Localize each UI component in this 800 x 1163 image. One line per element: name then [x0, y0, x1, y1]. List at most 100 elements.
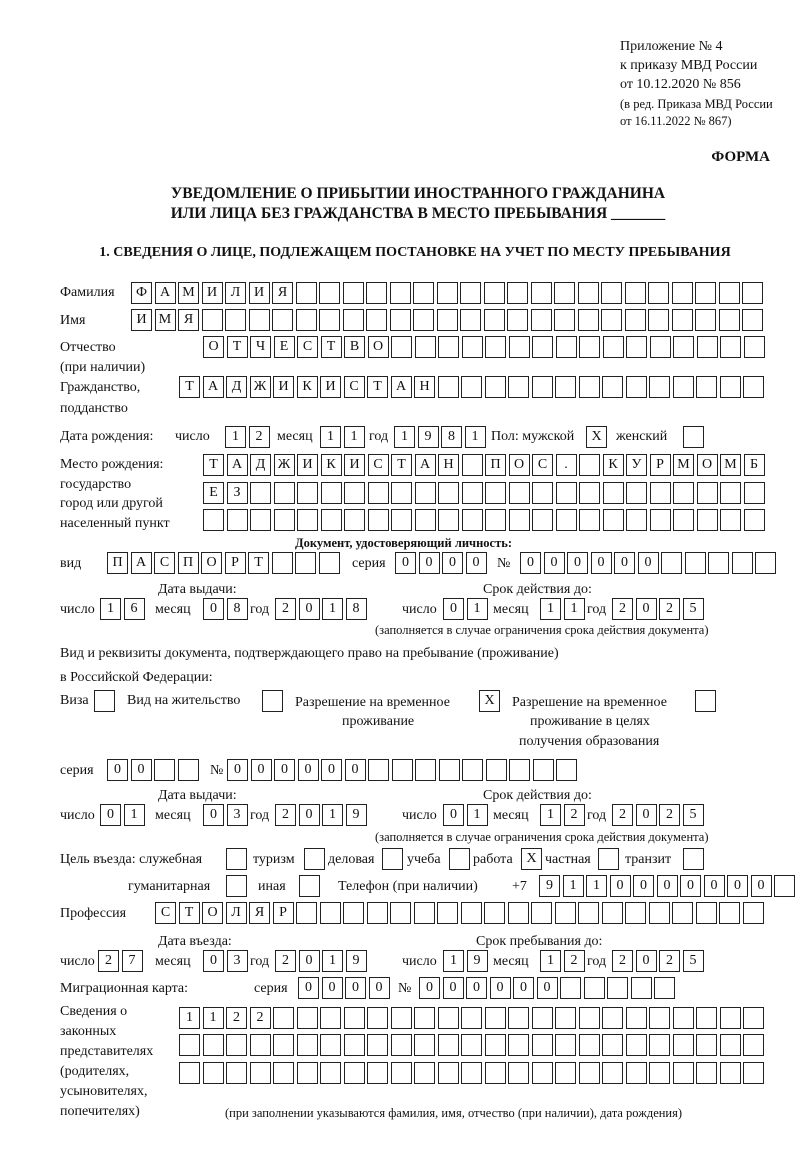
char-cell[interactable]: 1 — [466, 804, 488, 826]
char-cell[interactable] — [414, 1034, 435, 1056]
char-cell[interactable] — [719, 1007, 741, 1029]
char-cell[interactable] — [673, 482, 694, 504]
char-cell[interactable]: Ж — [249, 376, 271, 398]
char-cell[interactable]: Ф — [131, 282, 152, 304]
char-cell[interactable] — [648, 282, 669, 304]
char-cell[interactable]: С — [532, 454, 553, 476]
char-cell[interactable] — [304, 848, 325, 870]
char-cell[interactable]: Я — [249, 902, 270, 924]
char-cell[interactable]: Н — [414, 376, 435, 398]
char-cell[interactable]: 0 — [489, 977, 511, 999]
char-cell[interactable] — [742, 902, 764, 924]
char-cell[interactable] — [672, 1034, 694, 1056]
char-cell[interactable] — [461, 454, 483, 476]
char-cell[interactable] — [602, 482, 624, 504]
char-cell[interactable]: 1 — [586, 875, 607, 897]
char-cell[interactable]: А — [202, 376, 224, 398]
char-cell[interactable] — [649, 509, 671, 531]
char-cell[interactable] — [262, 690, 283, 712]
char-cell[interactable]: А — [414, 454, 436, 476]
char-cell[interactable] — [579, 482, 600, 504]
char-cell[interactable] — [672, 1062, 694, 1084]
char-cell[interactable] — [649, 1062, 670, 1084]
char-cell[interactable] — [626, 336, 647, 358]
char-cell[interactable] — [391, 482, 412, 504]
char-cell[interactable]: 0 — [203, 950, 224, 972]
char-cell[interactable] — [508, 336, 530, 358]
char-cell[interactable] — [248, 309, 270, 331]
char-cell[interactable]: 9 — [345, 804, 367, 826]
reps-field-3[interactable] — [179, 1062, 767, 1084]
char-cell[interactable] — [177, 759, 199, 781]
char-cell[interactable] — [507, 282, 528, 304]
char-cell[interactable] — [532, 759, 554, 781]
char-cell[interactable]: Т — [179, 376, 200, 398]
char-cell[interactable] — [601, 309, 622, 331]
char-cell[interactable]: 8 — [345, 598, 367, 620]
char-cell[interactable]: 0 — [633, 875, 654, 897]
char-cell[interactable] — [226, 848, 247, 870]
char-cell[interactable] — [366, 282, 387, 304]
char-cell[interactable]: 0 — [442, 977, 464, 999]
char-cell[interactable]: 0 — [727, 875, 748, 897]
char-cell[interactable] — [672, 902, 693, 924]
char-cell[interactable]: 3 — [226, 950, 248, 972]
char-cell[interactable] — [460, 282, 481, 304]
char-cell[interactable] — [743, 1007, 764, 1029]
char-cell[interactable]: Н — [438, 454, 459, 476]
char-cell[interactable] — [485, 336, 506, 358]
char-cell[interactable] — [461, 1007, 482, 1029]
char-cell[interactable]: Д — [226, 376, 247, 398]
char-cell[interactable] — [318, 552, 340, 574]
char-cell[interactable] — [555, 482, 577, 504]
char-cell[interactable]: К — [602, 454, 624, 476]
char-cell[interactable] — [413, 309, 434, 331]
char-cell[interactable] — [555, 336, 577, 358]
char-cell[interactable] — [390, 1007, 412, 1029]
char-cell[interactable] — [578, 1062, 600, 1084]
char-cell[interactable] — [654, 977, 675, 999]
char-cell[interactable] — [296, 902, 317, 924]
char-cell[interactable] — [579, 509, 600, 531]
char-cell[interactable] — [672, 1007, 694, 1029]
char-cell[interactable] — [696, 509, 718, 531]
char-cell[interactable]: 0 — [443, 804, 464, 826]
char-cell[interactable]: 0 — [250, 759, 272, 781]
char-cell[interactable] — [626, 509, 647, 531]
char-cell[interactable] — [485, 509, 506, 531]
char-cell[interactable]: 0 — [419, 977, 440, 999]
char-cell[interactable] — [436, 309, 458, 331]
char-cell[interactable] — [554, 902, 576, 924]
char-cell[interactable] — [415, 759, 436, 781]
char-cell[interactable]: М — [720, 454, 741, 476]
char-cell[interactable] — [226, 1034, 247, 1056]
char-cell[interactable] — [530, 282, 552, 304]
char-cell[interactable]: 2 — [659, 950, 680, 972]
char-cell[interactable]: 0 — [274, 759, 295, 781]
char-cell[interactable]: Р — [649, 454, 671, 476]
char-cell[interactable] — [696, 336, 718, 358]
char-cell[interactable]: 0 — [466, 977, 487, 999]
char-cell[interactable]: И — [131, 309, 152, 331]
char-cell[interactable] — [719, 376, 741, 398]
char-cell[interactable] — [272, 309, 293, 331]
char-cell[interactable] — [460, 309, 481, 331]
char-cell[interactable] — [484, 1034, 506, 1056]
purpose-work-checkbox[interactable]: X — [521, 848, 545, 870]
char-cell[interactable]: 0 — [297, 759, 319, 781]
char-cell[interactable] — [179, 1034, 200, 1056]
char-cell[interactable]: 0 — [513, 977, 534, 999]
char-cell[interactable] — [719, 1062, 741, 1084]
char-cell[interactable] — [718, 282, 740, 304]
char-cell[interactable]: 1 — [322, 950, 343, 972]
char-cell[interactable] — [720, 336, 741, 358]
